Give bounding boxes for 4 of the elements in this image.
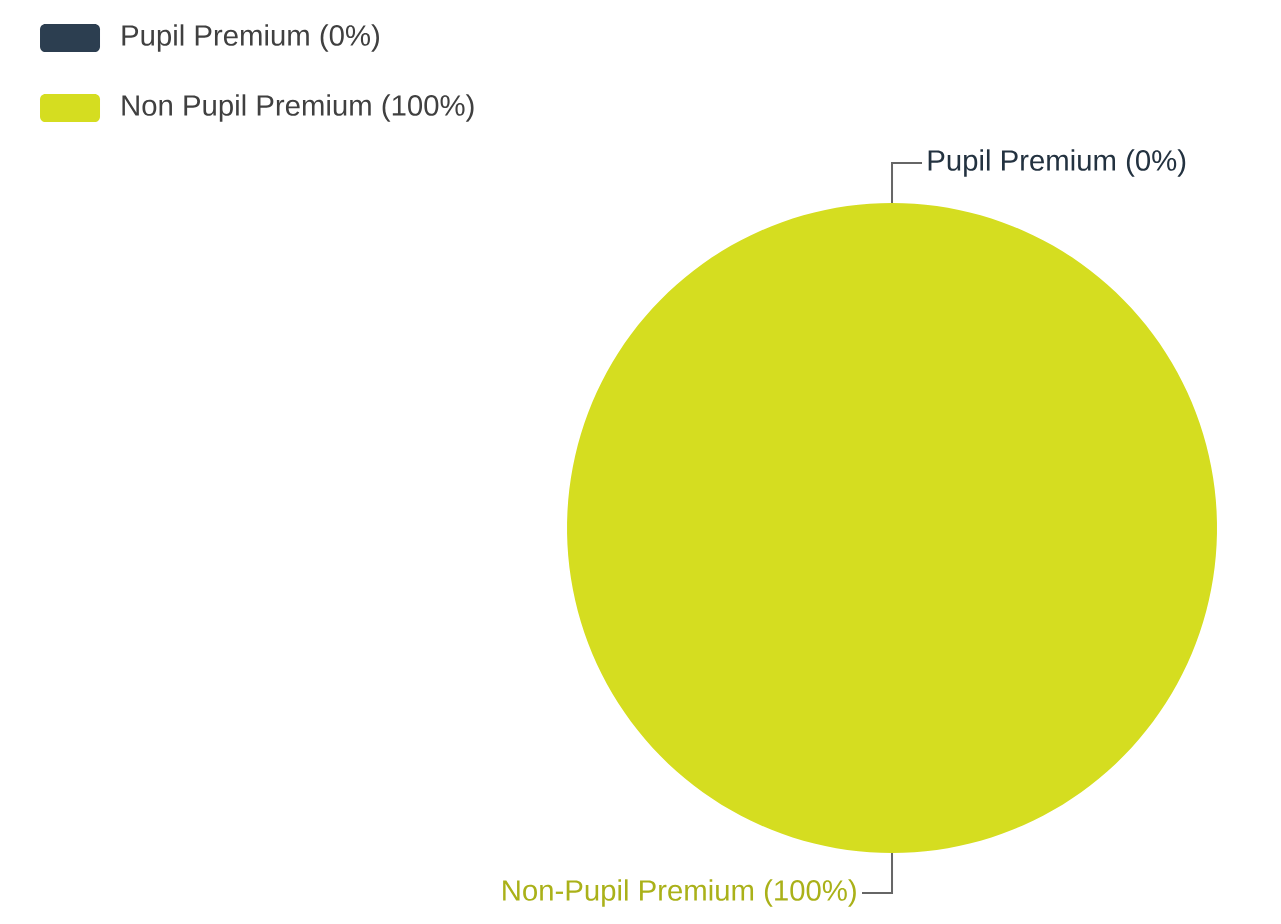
text: Pupil Premium (0%) (928, 149, 1186, 177)
text: Non-Pupil Premium (100%) (503, 879, 856, 907)
legend-label: Non Pupil Premium (100%) (122, 94, 474, 122)
legend-label: Pupil Premium (0%) (122, 24, 379, 52)
